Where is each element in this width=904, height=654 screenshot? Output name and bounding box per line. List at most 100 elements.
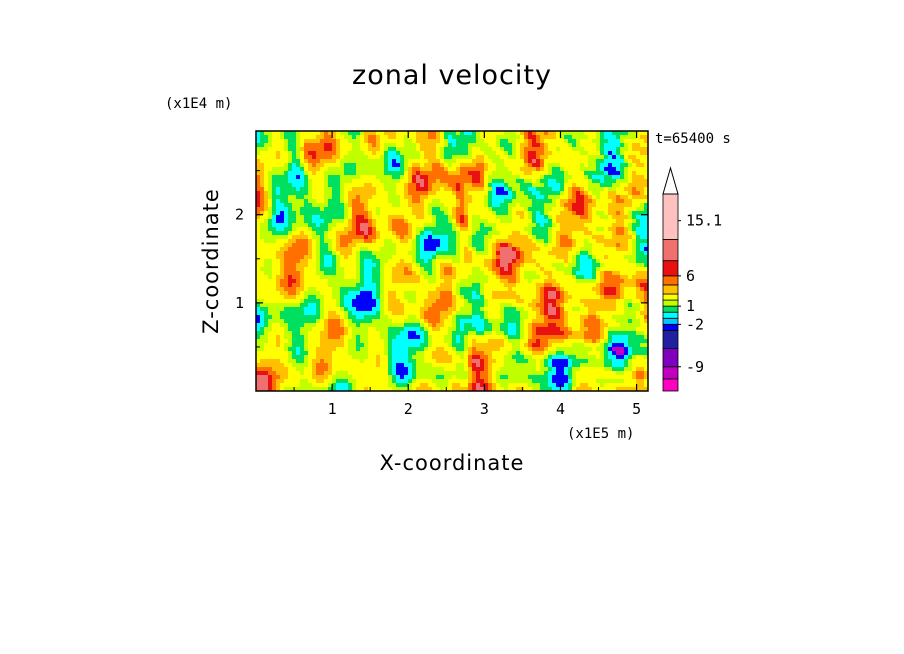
- heatmap-cell: [424, 199, 429, 204]
- heatmap-cell: [324, 183, 329, 188]
- heatmap-cell: [348, 331, 353, 336]
- heatmap-cell: [384, 207, 389, 212]
- heatmap-cell: [396, 239, 401, 244]
- heatmap-cell: [332, 183, 337, 188]
- heatmap-cell: [592, 235, 597, 240]
- heatmap-cell: [572, 275, 577, 280]
- heatmap-cell: [352, 287, 357, 292]
- heatmap-cell: [284, 207, 289, 212]
- heatmap-cell: [336, 267, 341, 272]
- heatmap-cell: [480, 179, 485, 184]
- heatmap-cell: [300, 207, 305, 212]
- heatmap-cell: [620, 331, 625, 336]
- heatmap-cell: [420, 263, 425, 268]
- heatmap-cell: [516, 187, 521, 192]
- heatmap-cell: [536, 227, 541, 232]
- heatmap-cell: [532, 235, 537, 240]
- heatmap-cell: [364, 319, 369, 324]
- heatmap-cell: [324, 251, 329, 256]
- heatmap-cell: [584, 299, 589, 304]
- heatmap-cell: [412, 155, 417, 160]
- heatmap-cell: [388, 147, 393, 152]
- heatmap-cell: [628, 243, 633, 248]
- heatmap-cell: [292, 291, 297, 296]
- heatmap-cell: [312, 267, 317, 272]
- heatmap-cell: [284, 131, 289, 136]
- heatmap-cell: [372, 191, 377, 196]
- heatmap-cell: [280, 187, 285, 192]
- heatmap-cell: [496, 187, 501, 192]
- heatmap-cell: [264, 271, 269, 276]
- heatmap-cell: [396, 183, 401, 188]
- heatmap-cell: [440, 331, 445, 336]
- heatmap-cell: [376, 195, 381, 200]
- heatmap-cell: [564, 251, 569, 256]
- heatmap-cell: [636, 231, 641, 236]
- heatmap-cell: [596, 191, 601, 196]
- heatmap-cell: [512, 303, 517, 308]
- heatmap-cell: [316, 183, 321, 188]
- heatmap-cell: [624, 175, 629, 180]
- heatmap-cell: [608, 315, 613, 320]
- heatmap-cell: [348, 319, 353, 324]
- heatmap-cell: [408, 307, 413, 312]
- heatmap-cell: [520, 167, 525, 172]
- heatmap-cell: [340, 327, 345, 332]
- heatmap-cell: [452, 331, 457, 336]
- heatmap-cell: [596, 195, 601, 200]
- heatmap-cell: [404, 191, 409, 196]
- heatmap-cell: [568, 131, 573, 136]
- heatmap-cell: [492, 147, 497, 152]
- heatmap-cell: [512, 135, 517, 140]
- heatmap-cell: [636, 251, 641, 256]
- heatmap-cell: [592, 247, 597, 252]
- heatmap-cell: [532, 295, 537, 300]
- heatmap-cell: [448, 171, 453, 176]
- heatmap-cell: [372, 263, 377, 268]
- heatmap-cell: [348, 135, 353, 140]
- heatmap-cell: [580, 303, 585, 308]
- heatmap-cell: [268, 295, 273, 300]
- heatmap-cell: [428, 275, 433, 280]
- heatmap-cell: [276, 267, 281, 272]
- heatmap-cell: [592, 135, 597, 140]
- heatmap-cell: [424, 131, 429, 136]
- heatmap-cell: [584, 251, 589, 256]
- heatmap-cell: [616, 263, 621, 268]
- heatmap-cell: [504, 299, 509, 304]
- heatmap-cell: [280, 315, 285, 320]
- heatmap-cell: [420, 315, 425, 320]
- heatmap-cell: [348, 159, 353, 164]
- heatmap-cell: [388, 263, 393, 268]
- heatmap-cell: [600, 259, 605, 264]
- heatmap-cell: [588, 319, 593, 324]
- heatmap-cell: [580, 159, 585, 164]
- heatmap-cell: [428, 271, 433, 276]
- heatmap-cell: [484, 279, 489, 284]
- heatmap-cell: [636, 179, 641, 184]
- heatmap-cell: [628, 323, 633, 328]
- heatmap-cell: [332, 203, 337, 208]
- heatmap-cell: [308, 263, 313, 268]
- heatmap-cell: [372, 187, 377, 192]
- heatmap-cell: [452, 239, 457, 244]
- heatmap-cell: [508, 163, 513, 168]
- heatmap-cell: [588, 179, 593, 184]
- heatmap-cell: [572, 183, 577, 188]
- heatmap-cell: [484, 171, 489, 176]
- heatmap-cell: [296, 227, 301, 232]
- heatmap-cell: [344, 191, 349, 196]
- heatmap-cell: [536, 315, 541, 320]
- heatmap-cell: [536, 167, 541, 172]
- heatmap-cell: [440, 299, 445, 304]
- heatmap-cell: [552, 135, 557, 140]
- heatmap-cell: [264, 263, 269, 268]
- heatmap-cell: [576, 227, 581, 232]
- heatmap-cell: [372, 211, 377, 216]
- heatmap-cell: [304, 143, 309, 148]
- heatmap-cell: [460, 331, 465, 336]
- heatmap-cell: [260, 251, 265, 256]
- heatmap-cell: [612, 239, 617, 244]
- heatmap-cell: [312, 211, 317, 216]
- heatmap-cell: [476, 267, 481, 272]
